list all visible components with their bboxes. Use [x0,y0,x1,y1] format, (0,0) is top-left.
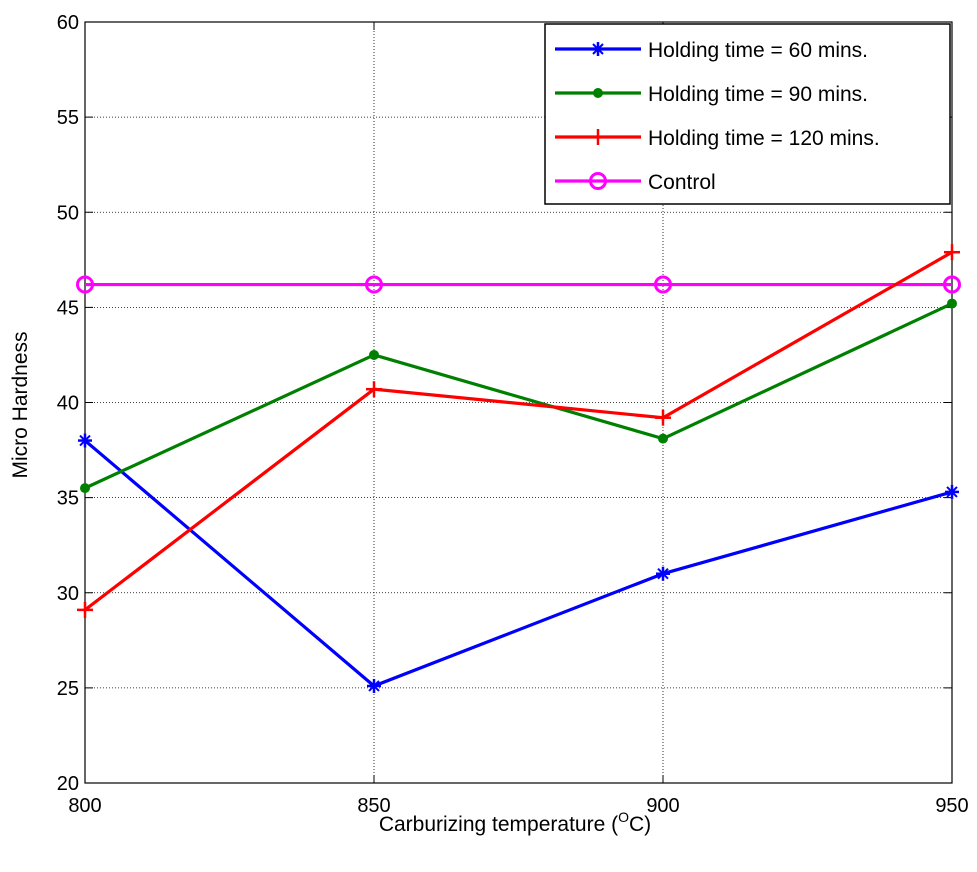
data-point [77,601,93,618]
y-tick-label: 50 [57,202,79,224]
x-axis-label-main: Carburizing temperature ( [379,813,618,836]
series-2 [80,298,957,494]
series-line [84,250,953,612]
data-point [369,349,379,360]
series-layer [76,244,961,693]
marker-stroke [368,680,380,692]
axis-ticks: 800 850 900 950 20 25 30 35 40 45 50 55 60 [57,12,969,817]
y-tick-label: 55 [57,107,79,129]
legend-entry: Holding time = 90 mins. [555,83,868,106]
series-1 [78,433,959,693]
y-tick-label: 30 [57,583,79,605]
y-tick-label: 35 [57,488,79,510]
legend-entry: Holding time = 120 mins. [555,127,880,150]
legend-entry: Holding time = 60 mins. [555,39,868,62]
legend-label: Holding time = 120 mins. [648,127,880,150]
data-point [78,433,92,448]
legend-label: Holding time = 60 mins. [648,39,868,62]
data-point [943,275,961,294]
marker-dot [80,483,90,494]
x-axis-label: Carburizing temperature (OC) [379,809,651,836]
data-point [945,484,959,499]
series-4 [76,275,961,294]
marker-circle [76,275,94,294]
legend-swatch-marker [593,88,603,98]
data-point [366,381,382,398]
marker-dot [593,88,603,98]
series-line [83,439,953,688]
marker-dot [658,433,668,444]
legend: Holding time = 60 mins. Holding time = 90… [544,23,951,205]
data-point [947,298,957,309]
data-point [365,275,383,294]
x-tick-label: 800 [68,795,101,817]
y-tick-label: 45 [57,297,79,319]
legend-label: Control [648,171,716,194]
marker-dot [947,298,957,309]
y-tick-label: 25 [57,678,79,700]
y-tick-label: 40 [57,393,79,415]
data-point [658,433,668,444]
x-axis-label-suffix: C) [629,813,651,836]
legend-entry: Control [555,171,716,194]
data-point [367,678,381,693]
y-axis-label: Micro Hardness [9,331,32,478]
legend-swatch-marker [591,42,605,56]
marker-dot [369,349,379,360]
x-tick-label: 900 [646,795,679,817]
data-point [76,275,94,294]
marker-circle [365,275,383,294]
legend-label: Holding time = 90 mins. [648,83,868,106]
data-point [944,244,960,261]
data-point [656,566,670,581]
legend-swatch-marker [589,172,607,190]
series-3 [77,244,960,618]
data-point [80,483,90,494]
marker-stroke [946,486,958,498]
x-tick-label: 850 [357,795,390,817]
series-line [84,302,953,490]
marker-stroke [79,434,91,447]
legend-swatch-marker [590,129,606,145]
marker-circle [589,172,607,190]
x-tick-label: 950 [935,795,968,817]
marker-stroke [592,43,604,55]
marker-stroke [657,568,669,580]
legend-box [544,23,951,205]
data-point [655,409,671,426]
marker-circle [943,275,961,294]
data-point [654,275,672,294]
marker-circle [654,275,672,294]
y-tick-label: 20 [57,773,79,795]
y-tick-label: 60 [57,12,79,34]
x-axis-label-superscript: O [618,809,629,825]
